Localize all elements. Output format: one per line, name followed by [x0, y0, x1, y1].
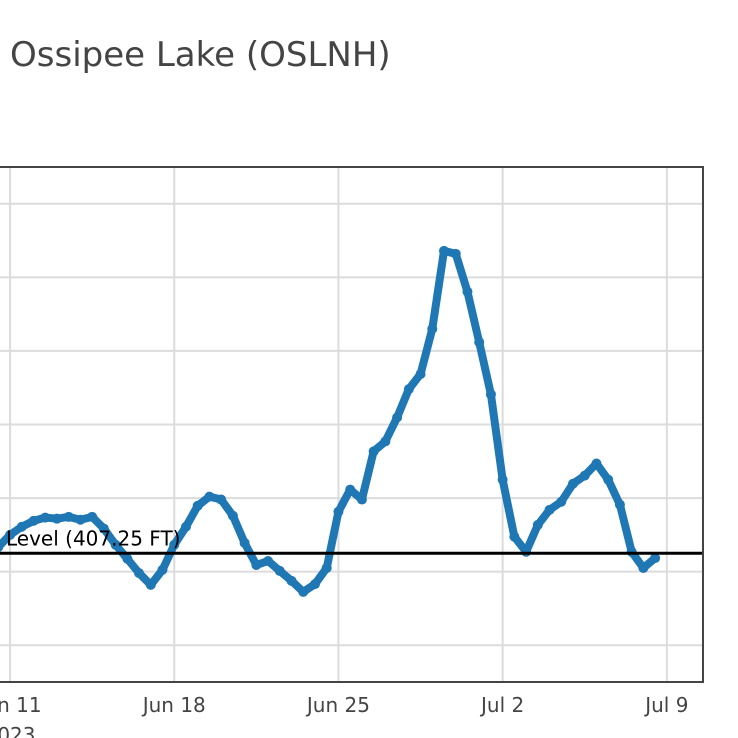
data-point — [309, 579, 320, 590]
data-point — [75, 514, 86, 525]
data-point — [87, 511, 98, 522]
plot-frame — [0, 166, 705, 683]
x-year-label: 2023 — [0, 723, 36, 738]
data-point — [568, 478, 579, 489]
data-point — [497, 474, 508, 485]
data-point — [134, 568, 145, 579]
data-point — [192, 500, 203, 511]
data-point — [579, 470, 590, 481]
x-tick-label: Jul 9 — [643, 693, 688, 717]
data-point — [286, 575, 297, 586]
data-point — [169, 539, 180, 550]
x-tick-label: Jun 18 — [141, 693, 206, 717]
data-point — [157, 564, 168, 575]
data-point — [403, 384, 414, 395]
data-point — [427, 323, 438, 334]
data-point — [5, 529, 16, 540]
data-point — [345, 484, 356, 495]
data-point — [63, 511, 74, 522]
data-point — [614, 499, 625, 510]
data-point — [180, 521, 191, 532]
x-tick-label: Jun 11 — [0, 693, 42, 717]
data-point — [122, 553, 133, 564]
data-point — [321, 562, 332, 573]
data-point — [556, 496, 567, 507]
data-point — [638, 562, 649, 573]
data-point — [439, 245, 450, 256]
data-point — [298, 586, 309, 597]
data-point — [368, 446, 379, 457]
data-point — [356, 494, 367, 505]
data-point — [392, 412, 403, 423]
data-point — [98, 523, 109, 534]
data-point — [28, 515, 39, 526]
data-point — [544, 504, 555, 515]
data-point — [51, 513, 62, 524]
x-tick-label: Jul 2 — [479, 693, 524, 717]
data-point — [462, 286, 473, 297]
data-point — [40, 512, 51, 523]
x-tick-label: Jun 25 — [305, 693, 370, 717]
data-point — [0, 542, 4, 552]
data-point — [251, 560, 262, 571]
data-point — [145, 579, 156, 590]
chart-title: Ossipee Lake (OSLNH) — [10, 35, 391, 75]
data-point — [509, 531, 520, 542]
data-point — [216, 494, 227, 505]
reference-label: Level (407.25 FT) — [6, 526, 180, 550]
data-point — [450, 248, 461, 259]
data-point — [227, 510, 238, 521]
data-point — [603, 474, 614, 485]
data-point — [415, 369, 426, 380]
data-point — [110, 539, 121, 550]
data-point — [485, 389, 496, 400]
data-point — [333, 506, 344, 517]
data-point — [204, 491, 215, 502]
data-point — [474, 337, 485, 348]
data-point — [263, 555, 274, 566]
data-point — [274, 565, 285, 576]
data-point — [380, 436, 391, 447]
data-point — [16, 521, 27, 532]
data-point — [532, 519, 543, 530]
data-point — [591, 458, 602, 469]
data-point — [239, 537, 250, 548]
data-point — [650, 553, 661, 564]
